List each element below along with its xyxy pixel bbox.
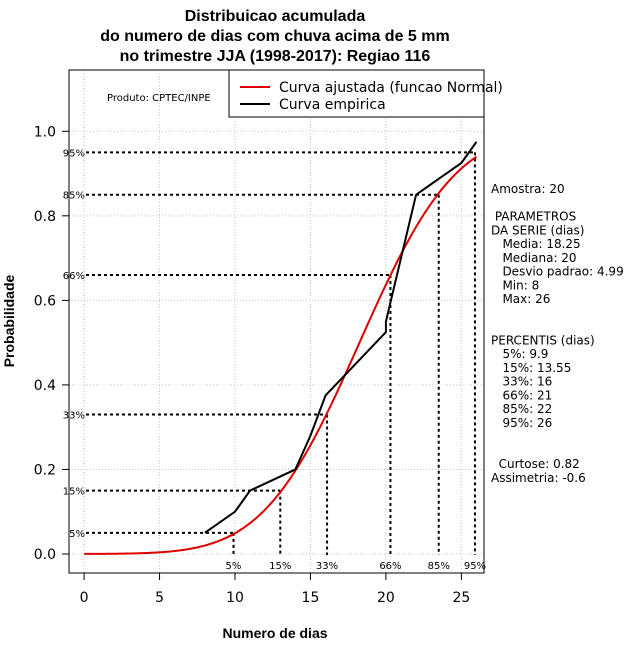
legend-box (228, 69, 485, 118)
stats-line-8: Max: 26 (491, 292, 550, 306)
title-line-1: Distribuicao acumulada (185, 8, 366, 25)
series-line-fitted (84, 155, 478, 555)
legend-label-fitted: Curva ajustada (funcao Normal) (279, 80, 503, 96)
y-tick-label-3: 0.6 (34, 293, 56, 309)
x-tick-label-4: 20 (377, 590, 395, 606)
stats-line-17: 95%: 26 (491, 416, 552, 430)
x-tick-label-5: 25 (452, 590, 470, 606)
x-axis-label: Numero de dias (222, 625, 327, 641)
y-tick-label-1: 0.2 (34, 462, 56, 478)
y-tick-label-4: 0.8 (34, 209, 56, 225)
stats-line-2: PARAMETROS (491, 210, 576, 224)
stats-line-6: Desvio padrao: 4.99 (491, 265, 624, 279)
stats-line-13: 15%: 13.55 (491, 361, 571, 375)
axes: 0 5 10 15 20 25 0.0 0.2 0.4 0.6 0.8 1.0 (34, 124, 471, 606)
legend: Curva ajustada (funcao Normal) Curva emp… (228, 69, 503, 118)
x-tick-label-0: 0 (80, 590, 89, 606)
stats-line-4: Media: 18.25 (491, 237, 581, 251)
percentile-label-bottom-4: 85% (428, 561, 450, 572)
percentile-label-bottom-2: 33% (316, 561, 338, 572)
y-tick-label-5: 1.0 (34, 124, 56, 140)
percentile-label-left-2: 33% (63, 410, 85, 421)
stats-line-15: 66%: 21 (491, 388, 552, 402)
title-line-2: do numero de dias com chuva acima de 5 m… (100, 28, 449, 45)
percentile-label-bottom-0: 5% (226, 561, 242, 572)
x-tick-label-1: 5 (155, 590, 164, 606)
series-line-empirical (204, 141, 478, 534)
y-axis-label: Probabilidade (1, 275, 17, 368)
percentile-guides: 5% 5% 15% 15% 33% 33% 66% 66% 85% 85% 95% 95% (63, 148, 486, 572)
y-tick-label-2: 0.4 (34, 378, 56, 394)
series-lines (84, 141, 478, 555)
stats-line-16: 85%: 22 (491, 402, 552, 416)
stats-line-21: Assimetria: -0.6 (491, 471, 586, 485)
percentile-label-left-5: 95% (63, 148, 85, 159)
percentile-label-left-0: 5% (69, 529, 85, 540)
percentile-label-left-4: 85% (63, 191, 85, 202)
stats-line-5: Mediana: 20 (491, 251, 577, 265)
stats-line-7: Min: 8 (491, 278, 539, 292)
stats-line-3: DA SERIE (dias) (491, 223, 584, 237)
percentile-label-bottom-3: 66% (379, 561, 401, 572)
stats-line-14: 33%: 16 (491, 375, 552, 389)
percentile-label-bottom-1: 15% (269, 561, 291, 572)
x-tick-label-2: 10 (226, 590, 244, 606)
y-tick-label-0: 0.0 (34, 547, 56, 563)
stats-line-0: Amostra: 20 (491, 182, 565, 196)
title-line-3: no trimestre JJA (1998-2017): Regiao 116 (120, 48, 431, 65)
grid (69, 70, 484, 573)
stats-line-20: Curtose: 0.82 (491, 457, 580, 471)
stats-line-12: 5%: 9.9 (491, 347, 548, 361)
percentile-label-left-3: 66% (63, 271, 85, 282)
chart-title: Distribuicao acumulada do numero de dias… (100, 8, 449, 65)
legend-label-empirical: Curva empirica (279, 97, 386, 113)
percentile-label-bottom-5: 95% (464, 561, 486, 572)
stats-line-11: PERCENTIS (dias) (491, 333, 595, 347)
produto-label: Produto: CPTEC/INPE (107, 93, 211, 104)
x-tick-label-3: 15 (302, 590, 320, 606)
percentile-label-left-1: 15% (63, 487, 85, 498)
